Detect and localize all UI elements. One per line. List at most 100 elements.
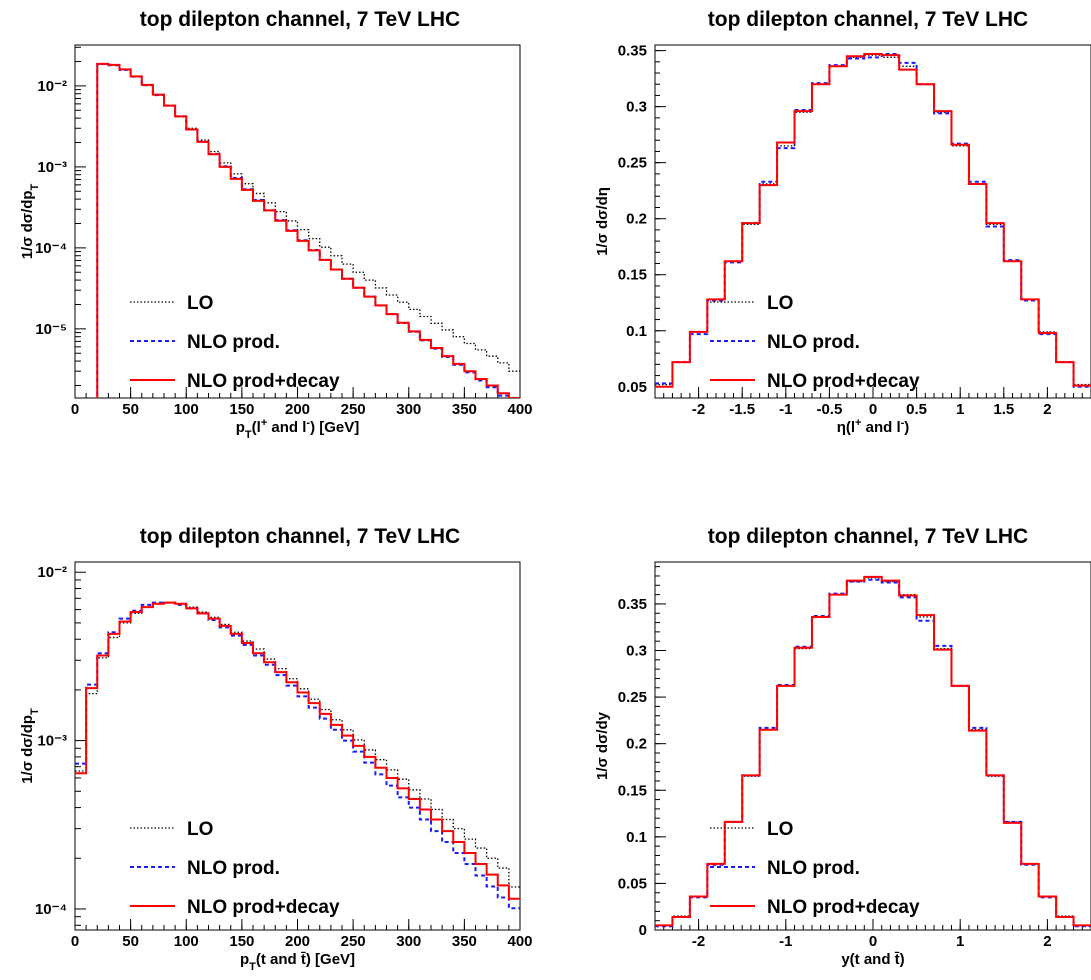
x-tick-label: 1 [956, 401, 964, 418]
chart-panel-1: top dilepton channel, 7 TeV LHC 0 50 100 150… [19, 8, 533, 441]
x-axis-label: η(l+ and l-) [837, 417, 910, 436]
y-tick-label: 0.25 [618, 155, 647, 172]
series-line-nlo-prod-decay [96, 62, 520, 398]
y-tick-label: 0.35 [618, 596, 647, 613]
legend-label: LO [767, 293, 793, 314]
series-line-nlo-prod- [75, 601, 520, 910]
y-tick-label: 10⁻³ [37, 733, 67, 750]
series-line-nlo-prod-decay [655, 52, 1091, 388]
y-axis-label: 1/σ dσ/dy [594, 711, 611, 780]
y-tick-label: 0.3 [626, 643, 647, 660]
chart-panel-4: top dilepton channel, 7 TeV LHC -2 -1 0 1 2 0 0… [594, 525, 1091, 968]
y-axis-label: 1/σ dσ/dpT [19, 183, 41, 259]
plot-frame [654, 44, 1091, 399]
chart-title: top dilepton channel, 7 TeV LHC [140, 525, 460, 548]
series-line-nlo-prod- [655, 52, 1091, 388]
x-tick-label: 50 [122, 933, 139, 950]
series-line-lo [96, 63, 520, 398]
series-layer [655, 52, 1091, 388]
x-tick-label: 350 [452, 933, 477, 950]
y-tick-label: 0 [639, 922, 647, 939]
y-axis-label-group: 1/σ dσ/dpT [19, 708, 41, 784]
x-tick-label: 300 [396, 933, 421, 950]
x-tick-label: 300 [396, 401, 421, 418]
y-tick-label: 0.2 [626, 736, 647, 753]
x-tick-label: -1.5 [729, 401, 755, 418]
y-tick-label: 0.25 [618, 689, 647, 706]
legend-label: NLO prod. [767, 858, 860, 879]
legend-label: NLO prod+decay [767, 371, 920, 392]
x-tick-label: 1.5 [993, 401, 1014, 418]
plot-frame [654, 561, 1091, 931]
series-line-lo [655, 577, 1091, 926]
x-tick-label: 0 [869, 933, 877, 950]
chart-title: top dilepton channel, 7 TeV LHC [708, 525, 1028, 548]
series-layer [655, 575, 1091, 928]
legend-label: NLO prod. [187, 858, 280, 879]
y-tick-label: 10⁻⁴ [35, 901, 67, 918]
x-tick-label: 400 [507, 401, 532, 418]
x-tick-label: 200 [285, 933, 310, 950]
legend-label: LO [187, 819, 213, 840]
x-tick-label: 0 [71, 401, 79, 418]
x-tick-label: 350 [452, 401, 477, 418]
y-tick-label: 10⁻⁴ [35, 240, 67, 257]
x-tick-label: 400 [507, 933, 532, 950]
series-line-nlo-prod- [655, 578, 1091, 928]
legend-label: LO [187, 293, 213, 314]
y-tick-label: 0.05 [618, 875, 647, 892]
x-tick-label: -0.5 [816, 401, 842, 418]
y-tick-label: 0.2 [626, 211, 647, 228]
series-line-lo [655, 54, 1091, 386]
series-layer [96, 62, 520, 398]
plot-frame [74, 561, 521, 931]
x-tick-label: 0.5 [906, 401, 927, 418]
y-axis-label: 1/σ dσ/dpT [19, 708, 41, 784]
y-axis-label-group: 1/σ dσ/dy [594, 711, 611, 780]
x-tick-label: 0 [71, 933, 79, 950]
x-tick-label: 50 [122, 401, 139, 418]
series-line-lo [75, 601, 520, 888]
legend: LO NLO prod. NLO prod+decay [130, 293, 340, 392]
legend-label: NLO prod. [767, 332, 860, 353]
y-tick-label: 0.1 [626, 323, 647, 340]
x-tick-label: 250 [341, 401, 366, 418]
x-tick-label: -1 [779, 933, 792, 950]
series-layer [75, 601, 520, 910]
x-tick-label: 100 [174, 401, 199, 418]
x-tick-label: 200 [285, 401, 310, 418]
x-axis-label: y(t and t̄) [841, 951, 904, 968]
y-axis-label-group: 1/σ dσ/dpT [19, 183, 41, 259]
y-tick-label: 0.15 [618, 267, 647, 284]
legend-label: NLO prod. [187, 332, 280, 353]
x-tick-label: 250 [341, 933, 366, 950]
x-tick-label: 0 [869, 401, 877, 418]
series-line-nlo-prod-decay [75, 601, 520, 900]
plot-frame [74, 44, 521, 399]
chart-panel-3: top dilepton channel, 7 TeV LHC 0 50 100 150… [19, 525, 533, 973]
y-tick-label: 10⁻² [37, 564, 67, 581]
legend-label: LO [767, 819, 793, 840]
y-tick-label: 10⁻⁵ [35, 321, 67, 338]
y-tick-label: 10⁻² [37, 78, 67, 95]
x-tick-label: 2 [1043, 933, 1051, 950]
legend-label: NLO prod+decay [187, 897, 340, 918]
x-tick-label: -2 [692, 933, 705, 950]
series-line-nlo-prod-decay [655, 575, 1091, 927]
x-tick-label: -2 [692, 401, 705, 418]
legend: LO NLO prod. NLO prod+decay [710, 293, 920, 392]
y-tick-label: 0.15 [618, 782, 647, 799]
x-tick-label: 150 [229, 401, 254, 418]
x-axis-label: pT(t and t̄) [GeV] [240, 951, 355, 973]
legend-label: NLO prod+decay [767, 897, 920, 918]
x-tick-label: 100 [174, 933, 199, 950]
x-axis-label: pT(l+ and l-) [GeV] [236, 417, 360, 441]
x-tick-label: 1 [956, 933, 964, 950]
y-tick-label: 0.3 [626, 99, 647, 116]
y-tick-label: 0.35 [618, 43, 647, 60]
y-tick-label: 0.1 [626, 829, 647, 846]
chart-panel-2: top dilepton channel, 7 TeV LHC -2 -1.5 -1 -… [594, 8, 1091, 436]
y-axis-label: 1/σ dσ/dη [594, 187, 611, 256]
series-line-nlo-prod- [96, 63, 510, 398]
